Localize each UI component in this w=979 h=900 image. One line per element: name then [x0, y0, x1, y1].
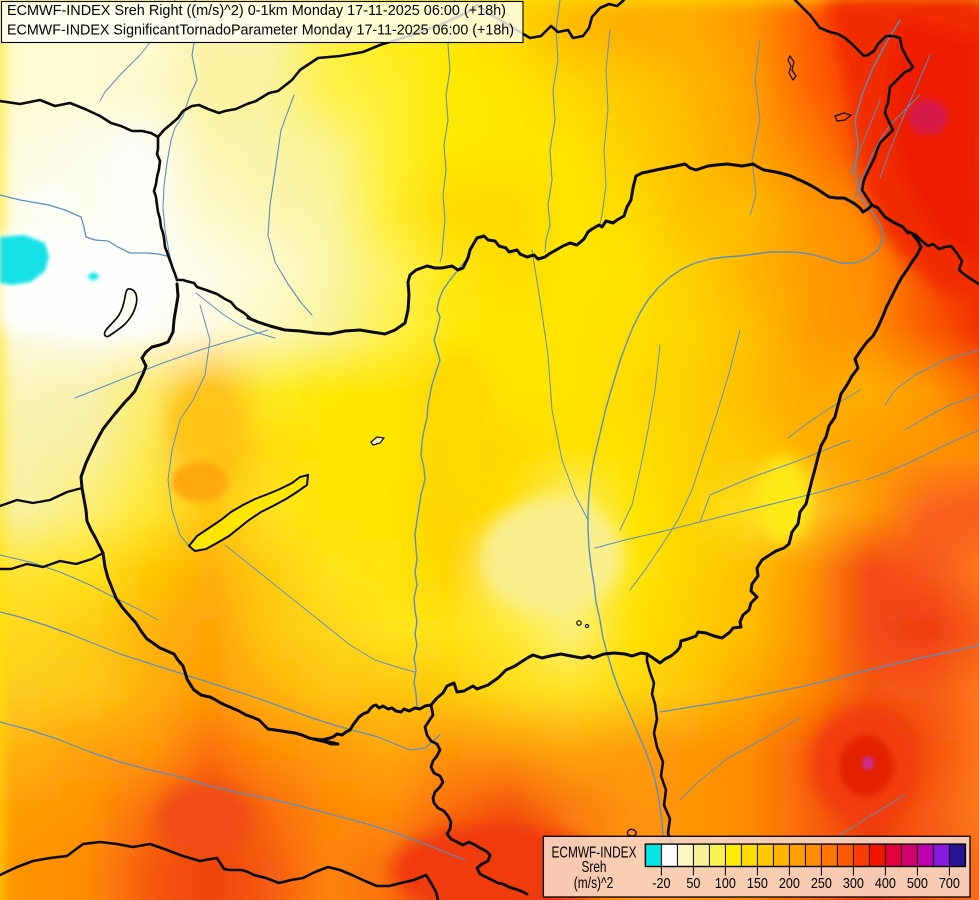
- svg-text:50: 50: [686, 875, 700, 892]
- svg-text:700: 700: [939, 875, 960, 892]
- svg-text:200: 200: [779, 875, 800, 892]
- svg-text:100: 100: [715, 875, 736, 892]
- svg-text:ECMWF-INDEX SignificantTornado: ECMWF-INDEX SignificantTornadoParameter …: [7, 23, 514, 39]
- svg-text:ECMWF-INDEX: ECMWF-INDEX: [552, 844, 637, 861]
- svg-text:150: 150: [747, 875, 768, 892]
- svg-text:-20: -20: [652, 875, 670, 892]
- svg-text:Sreh: Sreh: [582, 859, 607, 876]
- svg-text:300: 300: [843, 875, 864, 892]
- svg-text:(m/s)^2: (m/s)^2: [574, 875, 614, 892]
- svg-text:250: 250: [811, 875, 832, 892]
- svg-text:ECMWF-INDEX Sreh Right ((m/s)^: ECMWF-INDEX Sreh Right ((m/s)^2) 0-1km M…: [7, 3, 506, 19]
- svg-text:400: 400: [875, 875, 896, 892]
- svg-text:500: 500: [907, 875, 928, 892]
